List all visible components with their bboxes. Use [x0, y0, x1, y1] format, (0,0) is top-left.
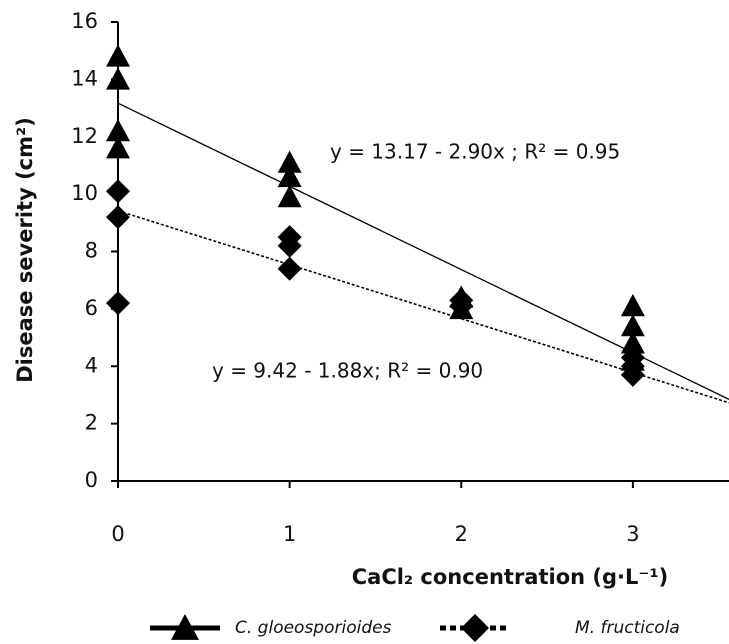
x-tick-label: 3 [626, 522, 639, 546]
data-point [106, 67, 130, 90]
data-point [620, 314, 645, 337]
data-point [106, 291, 130, 316]
data-point [449, 294, 474, 319]
y-tick-label: 4 [85, 353, 98, 377]
data-point [277, 233, 302, 258]
trend-equation: y = 9.42 - 1.88x; R² = 0.90 [212, 359, 483, 383]
y-axis-title: Disease severity (cm²) [13, 117, 37, 383]
y-tick-label: 12 [71, 124, 98, 148]
data-point [106, 44, 130, 67]
data-point [106, 136, 130, 159]
data-point [106, 205, 130, 230]
y-tick-label: 8 [85, 239, 98, 263]
data-point [277, 184, 302, 208]
x-axis-title: CaCl₂ concentration (g·L⁻¹) [352, 565, 669, 589]
data-point [277, 150, 302, 173]
y-tick-label: 16 [71, 9, 98, 33]
x-tick-label: 0 [111, 522, 124, 546]
trend-line [117, 210, 729, 404]
data-point [106, 119, 130, 142]
data-point [620, 331, 645, 354]
y-tick-label: 6 [85, 296, 98, 320]
data-point [620, 294, 645, 317]
x-tick-label: 1 [283, 522, 296, 546]
y-tick-label: 10 [71, 181, 98, 205]
data-point [106, 179, 130, 204]
legend-marker [461, 614, 489, 642]
legend-label: C. gloeosporioides [235, 618, 392, 638]
trend-equation: y = 13.17 - 2.90x ; R² = 0.95 [330, 140, 620, 164]
data-point [277, 256, 302, 281]
y-tick-label: 14 [71, 66, 98, 90]
data-point [277, 164, 302, 188]
legend-label: M. fructicola [575, 618, 680, 638]
legend-marker [171, 614, 199, 640]
y-tick-label: 2 [85, 411, 98, 435]
y-tick-label: 0 [85, 468, 98, 492]
data-point [620, 362, 645, 387]
x-tick-label: 2 [455, 522, 468, 546]
